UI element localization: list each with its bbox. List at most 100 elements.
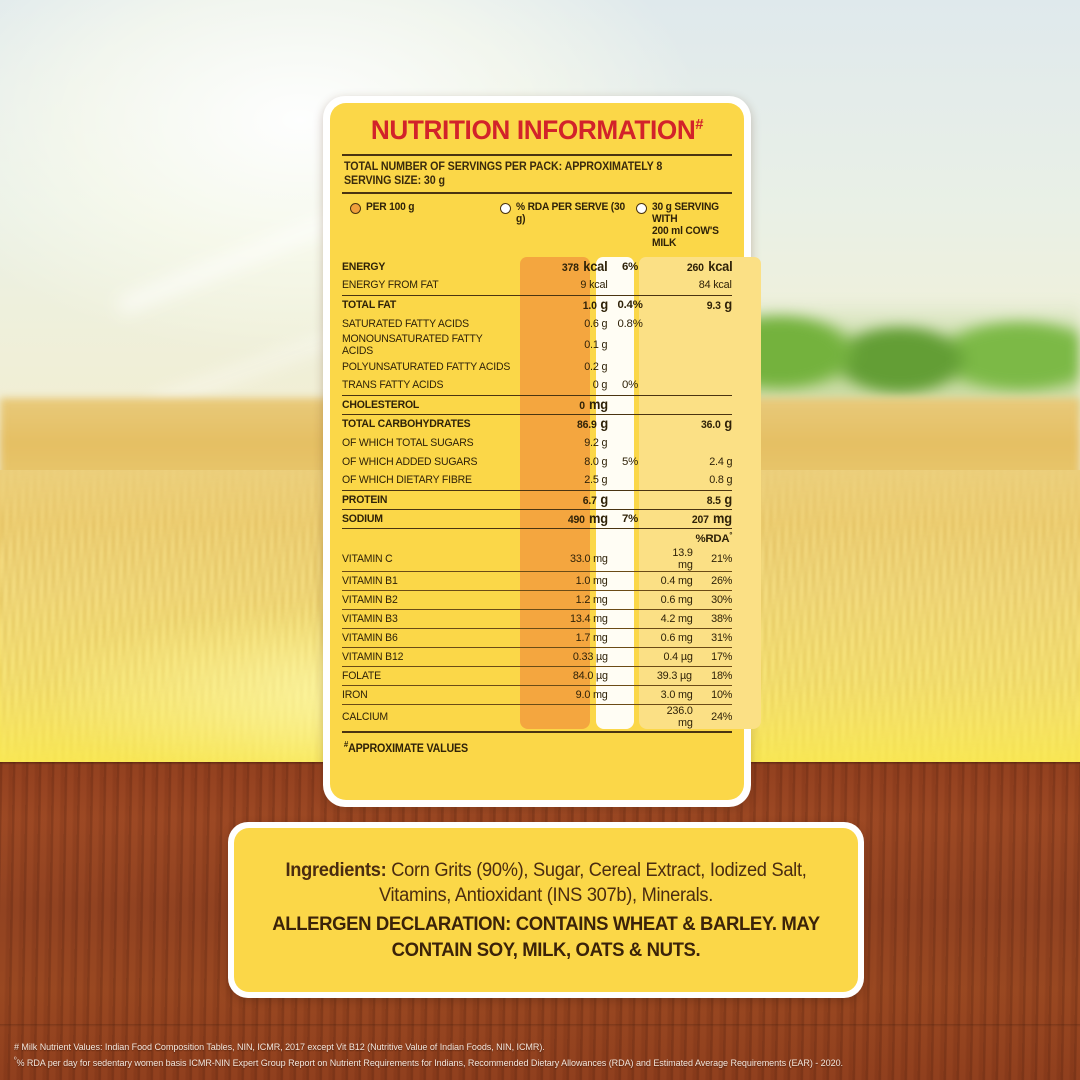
nutrition-table-wrapper: ENERGY 378 kcal 6% 260 kcal ENERGY FROM FAT 9… xyxy=(342,257,761,729)
row-label: OF WHICH TOTAL SUGARS xyxy=(342,436,474,449)
row-value-rda xyxy=(608,471,653,490)
table-row: OF WHICH ADDED SUGARS 8.0 g 5% 2.4 g xyxy=(342,452,732,471)
micronutrient-header-row: %RDAº xyxy=(342,527,732,547)
legend-item-rda-per-serve[interactable]: % RDA PER SERVE (30 g) xyxy=(500,201,636,225)
row-value-with-milk xyxy=(653,314,732,333)
footnote-milk-values: # Milk Nutrient Values: Indian Food Comp… xyxy=(14,1040,1038,1054)
row-value-per-100g: 1.7 mg xyxy=(528,628,608,648)
row-value-milk-rda: 21% xyxy=(710,553,732,565)
row-value-rda xyxy=(608,333,653,357)
row-value-milk-rda: 18% xyxy=(692,666,732,686)
row-label: SATURATED FATTY ACIDS xyxy=(342,317,469,330)
ingredients-card-inner: Ingredients: Corn Grits (90%), Sugar, Ce… xyxy=(234,828,858,992)
row-value-with-milk xyxy=(653,433,732,452)
footnote-marker-degree: º xyxy=(14,1056,17,1064)
table-row: VITAMIN B3 13.4 mg 4.2 mg 38% xyxy=(342,609,732,629)
row-value-with-milk: 0.4 mg xyxy=(652,571,692,591)
row-value-milk-rda: 38% xyxy=(692,609,732,629)
wood-seam xyxy=(0,1024,1080,1027)
table-row: SATURATED FATTY ACIDS 0.6 g 0.8% xyxy=(342,314,732,333)
row-label: TOTAL FAT xyxy=(342,294,529,314)
row-value-with-milk: 0.8 g xyxy=(708,474,732,487)
ingredients-heading: Ingredients: xyxy=(285,859,387,881)
page-title: NUTRITION INFORMATION# xyxy=(348,117,726,144)
row-value-with-milk xyxy=(653,357,732,376)
footnote-rda-text: % RDA per day for sedentary women basis … xyxy=(16,1058,844,1068)
rda-column-header: %RDAº xyxy=(692,527,732,547)
row-label: PROTEIN xyxy=(342,489,529,509)
row-value-with-milk: 0.6 mg xyxy=(652,590,692,610)
row-value-with-milk: 0.6 mg xyxy=(652,628,692,648)
row-label: OF WHICH DIETARY FIBRE xyxy=(342,474,472,487)
row-value-per-100g: 0.33 µg xyxy=(528,647,608,667)
row-value-with-milk: 9.3 g xyxy=(652,294,732,314)
row-label: VITAMIN B12 xyxy=(342,647,529,667)
table-row: VITAMIN B6 1.7 mg 0.6 mg 31% xyxy=(342,628,732,648)
row-value-milk-rda: 17% xyxy=(692,647,732,667)
row-value-milk-rda: 31% xyxy=(692,628,732,648)
row-value-per-100g: 33.0 mg xyxy=(569,553,608,565)
row-value-rda xyxy=(607,609,653,629)
row-value-per-100g: 9.2 g xyxy=(584,436,608,449)
ingredients-text: Ingredients: Corn Grits (90%), Sugar, Ce… xyxy=(266,858,827,908)
table-row: IRON 9.0 mg 3.0 mg 10% xyxy=(342,685,732,705)
row-value-rda xyxy=(607,647,653,667)
table-row: POLYUNSATURATED FATTY ACIDS 0.2 g xyxy=(342,357,732,376)
spacer xyxy=(607,527,653,547)
row-label: MONOUNSATURATED FATTY ACIDS xyxy=(342,333,483,357)
nutrition-card-inner: NUTRITION INFORMATION# TOTAL NUMBER OF S… xyxy=(330,103,761,800)
radio-icon[interactable] xyxy=(636,203,647,214)
row-value-per-100g: 0 g xyxy=(593,379,608,392)
row-value-with-milk: 4.2 mg xyxy=(652,609,692,629)
row-value-with-milk: 207 mg xyxy=(652,508,732,528)
row-label: VITAMIN B2 xyxy=(342,590,529,610)
row-label: CALCIUM xyxy=(342,704,529,729)
row-value-per-100g: 9.0 mg xyxy=(528,685,608,705)
footnote-marker-hash: # xyxy=(14,1041,19,1052)
row-value-rda xyxy=(607,413,653,433)
row-value-milk-rda: 24% xyxy=(692,704,732,729)
row-label: ENERGY FROM FAT xyxy=(342,279,439,292)
legend-label-per-100g: PER 100 g xyxy=(366,201,415,213)
row-value-per-100g: 1.0 g xyxy=(528,294,608,314)
row-value-per-100g: 378 kcal xyxy=(562,259,608,274)
allergen-declaration: ALLERGEN DECLARATION: CONTAINS WHEAT & B… xyxy=(272,912,820,961)
divider-under-servings xyxy=(342,192,732,194)
divider-above-approximate xyxy=(342,731,732,733)
table-row: ENERGY FROM FAT 9 kcal 84 kcal xyxy=(342,276,732,295)
row-value-rda xyxy=(608,433,653,452)
row-value-milk-rda: 30% xyxy=(692,590,732,610)
row-value-rda xyxy=(607,628,653,648)
row-value-rda: 0.4% xyxy=(607,294,653,314)
legend-item-per-100g[interactable]: PER 100 g xyxy=(350,201,500,214)
row-value-milk-rda: 26% xyxy=(692,571,732,591)
table-row: PROTEIN 6.7 g 8.5 g xyxy=(342,489,732,509)
row-label: CHOLESTEROL xyxy=(342,394,529,414)
servings-per-pack: TOTAL NUMBER OF SERVINGS PER PACK: APPRO… xyxy=(344,161,663,173)
legend-milk-line1: 30 g SERVING WITH xyxy=(652,201,719,225)
legend-label-with-milk: 30 g SERVING WITH 200 ml COW'S MILK xyxy=(652,201,723,249)
legend-item-with-milk[interactable]: 30 g SERVING WITH 200 ml COW'S MILK xyxy=(636,201,728,249)
row-label: POLYUNSATURATED FATTY ACIDS xyxy=(342,360,511,373)
row-value-with-milk: 84 kcal xyxy=(699,279,732,292)
row-label: FOLATE xyxy=(342,666,529,686)
radio-icon[interactable] xyxy=(350,203,361,214)
row-value-rda: 7% xyxy=(607,508,653,528)
spacer xyxy=(652,527,693,547)
row-value-rda xyxy=(607,666,653,686)
table-row: VITAMIN B2 1.2 mg 0.6 mg 30% xyxy=(342,590,732,610)
row-value-with-milk: 36.0 g xyxy=(652,413,732,433)
servings-block: TOTAL NUMBER OF SERVINGS PER PACK: APPRO… xyxy=(342,156,732,192)
radio-icon[interactable] xyxy=(500,203,511,214)
row-value-per-100g: 0.1 g xyxy=(584,339,608,351)
row-value-per-100g: 6.7 g xyxy=(528,489,608,509)
table-row: VITAMIN B12 0.33 µg 0.4 µg 17% xyxy=(342,647,732,667)
row-value-rda xyxy=(607,571,653,591)
row-label: TOTAL CARBOHYDRATES xyxy=(342,413,529,433)
table-row: ENERGY 378 kcal 6% 260 kcal xyxy=(342,257,732,276)
row-value-with-milk: 0.4 µg xyxy=(652,647,692,667)
row-value-per-100g: 84.0 µg xyxy=(528,666,608,686)
row-value-rda xyxy=(608,547,653,572)
row-value-per-100g: 1.0 mg xyxy=(528,571,608,591)
row-value-per-100g: 8.0 g xyxy=(584,455,608,468)
